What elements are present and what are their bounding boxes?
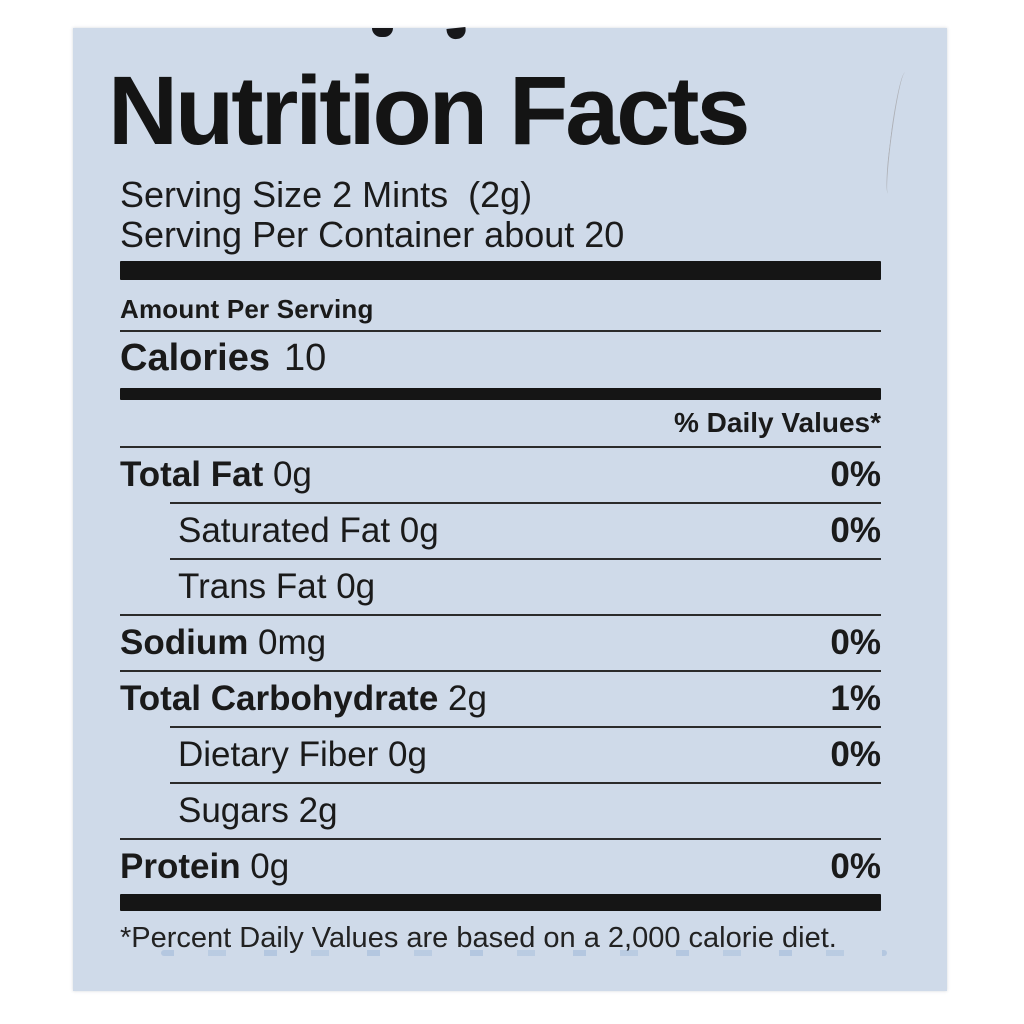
nutrient-amount: 0g — [240, 847, 290, 886]
nutrient-amount: 2g — [288, 791, 338, 830]
nutrient-row: Saturated Fat 0g 0% — [120, 504, 881, 558]
nutrient-daily-value: 1% — [830, 679, 881, 718]
nutrient-name: Protein — [120, 847, 241, 886]
nutrient-daily-value: 0% — [830, 847, 881, 886]
divider-hairline — [170, 502, 881, 504]
nutrient-row: Sodium 0mg 0% — [120, 616, 881, 670]
divider-hairline — [120, 446, 881, 448]
nutrient-row: Dietary Fiber 0g 0% — [120, 728, 881, 782]
nutrient-name-and-amount: Saturated Fat 0g — [178, 511, 439, 551]
nutrient-name: Sugars — [178, 791, 289, 830]
nutrient-name-and-amount: Trans Fat 0g — [178, 567, 375, 607]
nutrient-amount: 0g — [263, 455, 312, 494]
divider-hairline — [170, 782, 881, 784]
ghost-print-artifact — [161, 950, 887, 956]
nutrition-facts-label: Nutrition Facts Serving Size 2 Mints (2g… — [73, 27, 947, 991]
servings-per-container-text: Serving Per Container about 20 — [120, 214, 625, 255]
divider-bar-medium — [120, 388, 881, 400]
nutrient-row: Trans Fat 0g — [120, 560, 881, 614]
nutrient-daily-value: 0% — [830, 735, 881, 774]
scan-scratch-artifact — [883, 71, 910, 195]
amount-per-serving-label: Amount Per Serving — [120, 294, 374, 324]
divider-hairline — [120, 838, 881, 840]
label-title: Nutrition Facts — [108, 56, 750, 165]
nutrient-amount: 0g — [326, 567, 376, 606]
nutrient-name: Total Carbohydrate — [120, 679, 439, 718]
divider-hairline — [120, 670, 881, 672]
nutrient-name-and-amount: Total Carbohydrate 2g — [120, 679, 487, 719]
calories-value: 10 — [283, 337, 327, 379]
nutrient-name: Dietary Fiber — [178, 735, 379, 774]
nutrient-daily-value: 0% — [830, 511, 881, 550]
nutrient-name-and-amount: Protein 0g — [120, 847, 289, 887]
daily-value-footnote: *Percent Daily Values are based on a 2,0… — [120, 922, 837, 954]
nutrient-name: Total Fat — [120, 455, 264, 494]
calories-row: Calories 10 — [120, 332, 881, 384]
serving-info: Serving Size 2 Mints (2g) Serving Per Co… — [120, 175, 881, 255]
nutrient-amount: 0g — [390, 511, 439, 550]
nutrient-amount: 0mg — [248, 623, 327, 662]
nutrient-name: Saturated Fat — [178, 511, 391, 550]
nutrient-row: Protein 0g 0% — [120, 840, 881, 894]
nutrient-name-and-amount: Dietary Fiber 0g — [178, 735, 427, 775]
divider-hairline — [170, 726, 881, 728]
divider-hairline — [120, 330, 881, 332]
nutrient-row: Total Fat 0g 0% — [120, 448, 881, 502]
divider-bar-thick — [120, 261, 881, 280]
nutrient-name-and-amount: Sodium 0mg — [120, 623, 326, 663]
nutrient-daily-value: 0% — [830, 455, 881, 494]
serving-size-text: Serving Size 2 Mints (2g) — [120, 174, 533, 215]
nutrient-name-and-amount: Sugars 2g — [178, 791, 338, 831]
calories-label: Calories — [120, 337, 270, 379]
cropped-print-artifact — [372, 28, 393, 37]
nutrient-name: Sodium — [120, 623, 249, 662]
nutrient-row: Sugars 2g — [120, 784, 881, 838]
nutrient-row: Total Carbohydrate 2g 1% — [120, 672, 881, 726]
nutrient-amount: 0g — [378, 735, 427, 774]
nutrient-name-and-amount: Total Fat 0g — [120, 455, 312, 495]
cropped-print-artifact — [446, 27, 467, 40]
nutrient-amount: 2g — [438, 679, 487, 718]
divider-bar-thick — [120, 894, 881, 911]
nutrient-rows: Total Fat 0g 0% Saturated Fat 0g 0% Trans Fa… — [120, 448, 881, 894]
nutrient-name: Trans Fat — [178, 567, 327, 606]
divider-hairline — [170, 558, 881, 560]
daily-values-header: % Daily Values* — [673, 407, 881, 438]
nutrient-daily-value: 0% — [830, 623, 881, 662]
divider-hairline — [120, 614, 881, 616]
